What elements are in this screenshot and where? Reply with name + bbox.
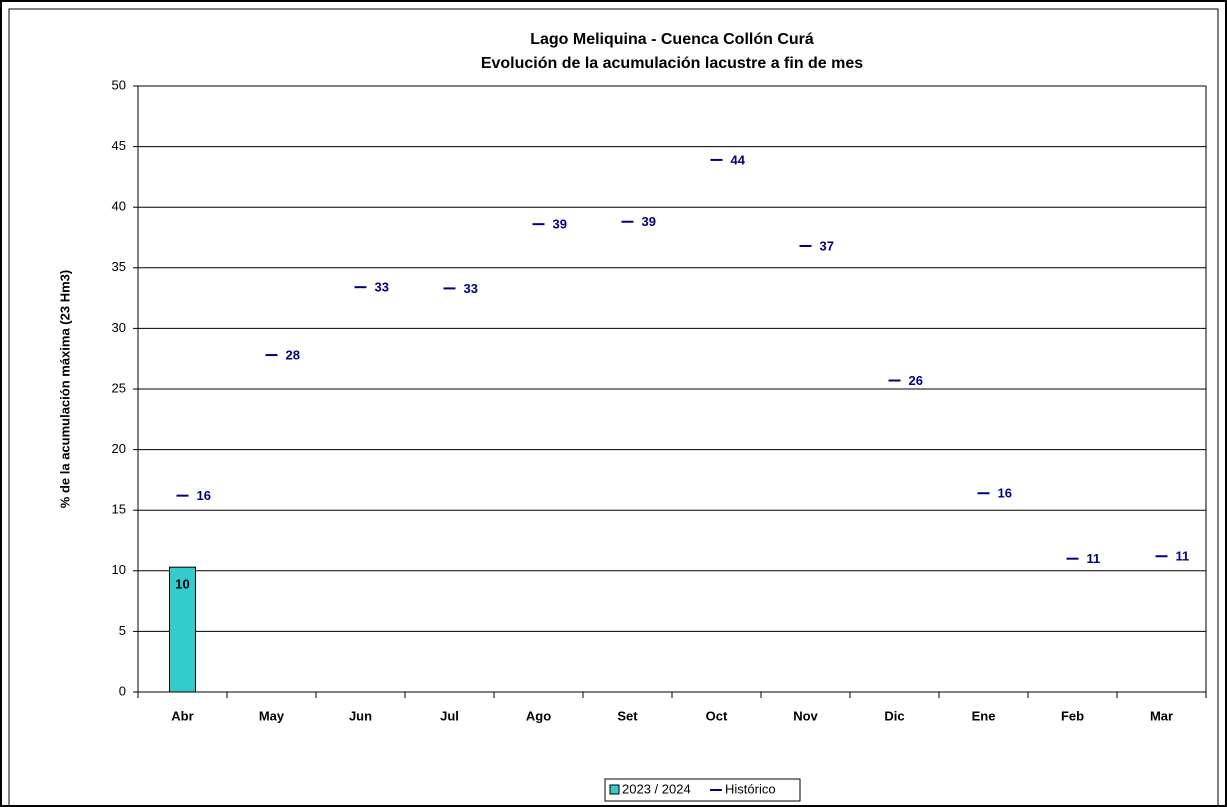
legend-label: 2023 / 2024 bbox=[622, 781, 691, 796]
data-label: 26 bbox=[909, 373, 923, 388]
data-label: 33 bbox=[375, 280, 389, 295]
data-label: 10 bbox=[175, 577, 189, 592]
data-label: 37 bbox=[820, 238, 834, 253]
x-tick-label: Set bbox=[617, 708, 638, 723]
inner-border bbox=[8, 8, 1219, 807]
x-tick-label: Ene bbox=[972, 708, 996, 723]
x-tick-label: Ago bbox=[526, 708, 551, 723]
data-label: 11 bbox=[1176, 549, 1190, 564]
legend-swatch bbox=[609, 784, 620, 795]
data-label: 11 bbox=[1087, 551, 1101, 566]
y-tick-label: 50 bbox=[112, 77, 126, 92]
data-label: 39 bbox=[642, 214, 656, 229]
y-tick-label: 40 bbox=[112, 199, 126, 214]
y-tick-label: 10 bbox=[112, 562, 126, 577]
x-tick-label: Jun bbox=[349, 708, 372, 723]
x-tick-label: Jul bbox=[440, 708, 459, 723]
y-tick-label: 25 bbox=[112, 380, 126, 395]
data-label: 28 bbox=[286, 348, 300, 363]
x-tick-label: Dic bbox=[884, 708, 904, 723]
y-tick-label: 0 bbox=[119, 683, 126, 698]
bar bbox=[169, 566, 196, 693]
legend-box bbox=[604, 778, 801, 802]
y-tick-label: 15 bbox=[112, 502, 126, 517]
x-tick-label: Abr bbox=[171, 708, 193, 723]
legend-label: Histórico bbox=[725, 781, 776, 796]
x-tick-label: Feb bbox=[1061, 708, 1084, 723]
y-tick-label: 30 bbox=[112, 320, 126, 335]
y-tick-label: 5 bbox=[119, 623, 126, 638]
x-tick-label: Nov bbox=[793, 708, 818, 723]
data-label: 44 bbox=[731, 152, 746, 167]
x-tick-label: Mar bbox=[1150, 708, 1173, 723]
x-tick-label: May bbox=[259, 708, 285, 723]
y-tick-label: 20 bbox=[112, 441, 126, 456]
data-label: 39 bbox=[553, 217, 567, 232]
data-label: 33 bbox=[464, 281, 478, 296]
y-axis-title: % de la acumulación máxima (23 Hm3) bbox=[57, 270, 72, 508]
y-tick-label: 45 bbox=[112, 138, 126, 153]
y-tick-label: 35 bbox=[112, 259, 126, 274]
chart-title: Lago Meliquina - Cuenca Collón Curá bbox=[530, 31, 814, 48]
chart-subtitle: Evolución de la acumulación lacustre a f… bbox=[481, 55, 863, 72]
data-label: 16 bbox=[998, 486, 1012, 501]
x-tick-label: Oct bbox=[706, 708, 728, 723]
data-label: 16 bbox=[197, 488, 211, 503]
